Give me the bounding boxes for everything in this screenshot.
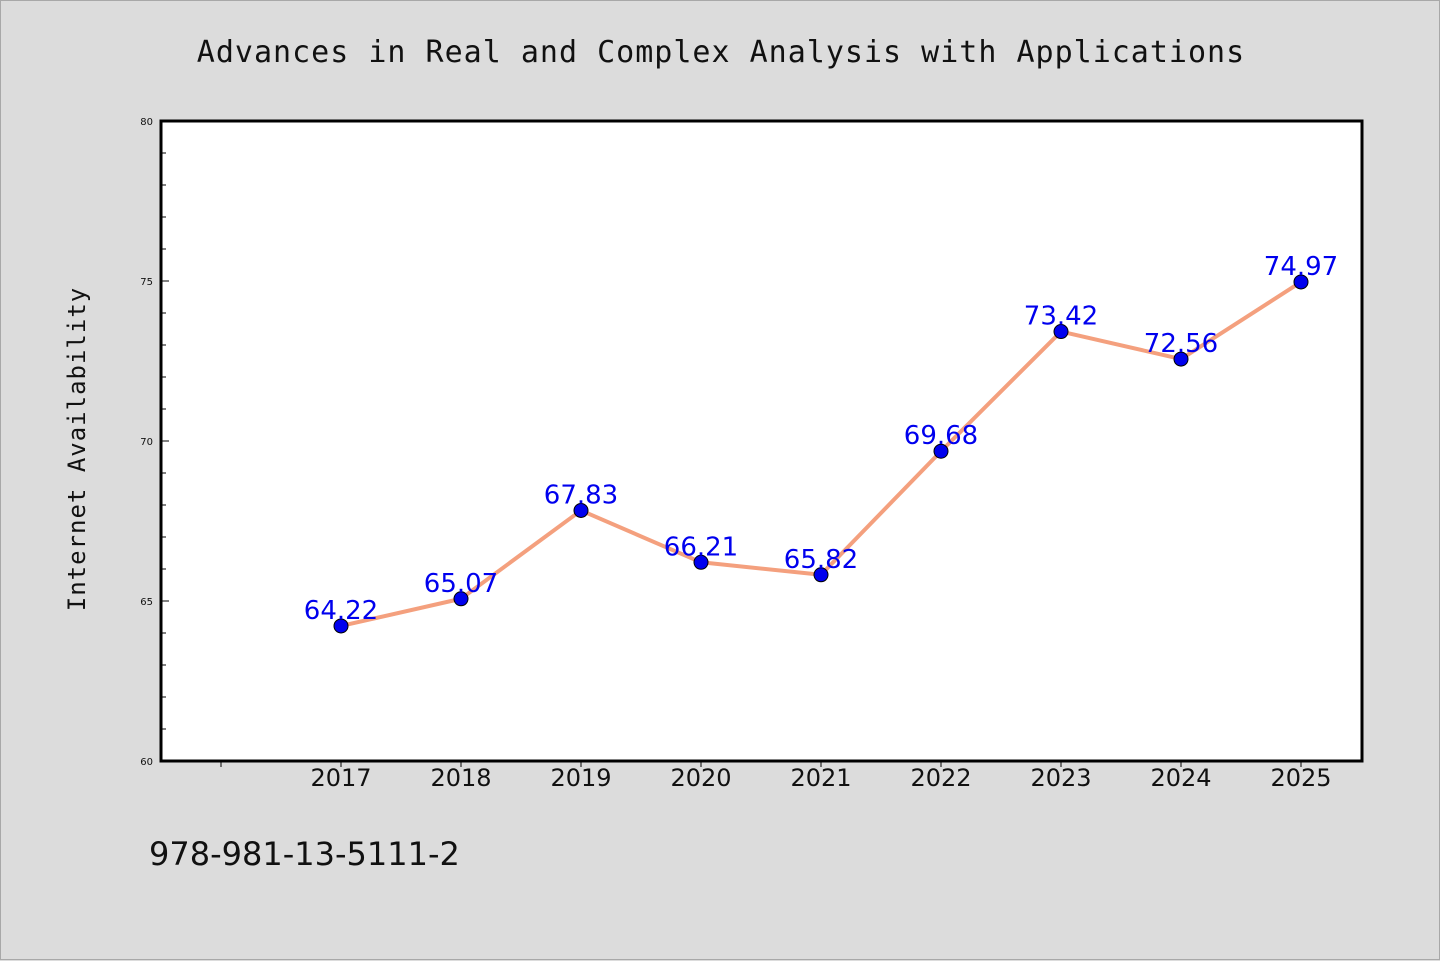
data-point [333, 618, 349, 634]
plot-area [159, 119, 1364, 763]
x-tick-label: 2023 [1030, 764, 1091, 792]
data-point [573, 502, 589, 518]
data-label: 65.82 [784, 545, 858, 575]
y-axis-tick-labels: 60 65 70 75 80 [140, 117, 153, 768]
data-point [1293, 274, 1309, 290]
data-label: 65.07 [424, 569, 498, 599]
x-axis-ticks [220, 761, 1302, 767]
series-markers [333, 274, 1309, 634]
data-label: 73.42 [1024, 302, 1098, 332]
y-tick-label: 70 [140, 437, 153, 448]
data-label: 66.21 [664, 532, 738, 562]
y-axis-ticks [161, 120, 169, 762]
data-point [1173, 351, 1189, 367]
x-axis-tick-labels: 2017 2018 2019 2020 2021 2022 2023 2024 2025 [310, 764, 1331, 792]
data-label: 74.97 [1264, 252, 1338, 282]
y-tick-label: 80 [140, 117, 153, 128]
data-point [933, 443, 949, 459]
data-label: 64.22 [304, 596, 378, 626]
data-point [453, 591, 469, 607]
y-tick-label: 60 [140, 757, 153, 768]
data-point [693, 554, 709, 570]
isbn-label: 978-981-13-5111-2 [149, 835, 460, 873]
x-tick-label: 2019 [550, 764, 611, 792]
x-tick-label: 2024 [1150, 764, 1211, 792]
data-labels: 64.22 65.07 67.83 66.21 65.82 69.68 73.42 72.56… [304, 252, 1338, 626]
data-label: 72.56 [1144, 329, 1218, 359]
chart-title: Advances in Real and Complex Analysis wi… [196, 35, 1246, 70]
data-point [813, 567, 829, 583]
x-tick-label: 2022 [910, 764, 971, 792]
x-tick-label: 2017 [310, 764, 371, 792]
data-label: 69.68 [904, 421, 978, 451]
x-tick-label: 2021 [790, 764, 851, 792]
y-axis-label: Internet Availability [63, 287, 91, 611]
x-tick-label: 2025 [1270, 764, 1331, 792]
y-tick-label: 75 [140, 277, 153, 288]
x-tick-label: 2020 [670, 764, 731, 792]
data-point [1053, 324, 1069, 340]
y-tick-label: 65 [140, 597, 153, 608]
x-tick-label: 2018 [430, 764, 491, 792]
data-label: 67.83 [544, 480, 618, 510]
